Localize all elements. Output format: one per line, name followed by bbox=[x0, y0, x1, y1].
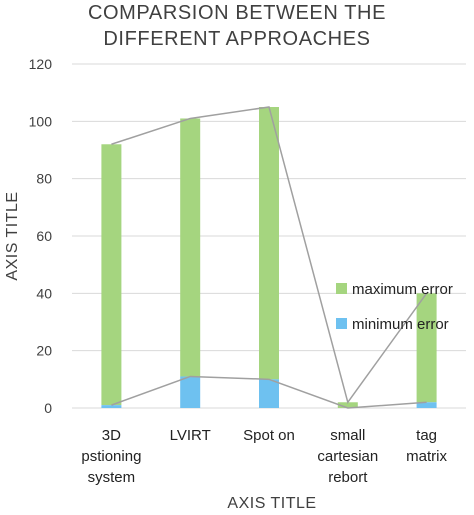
category-label-line: cartesian bbox=[317, 448, 378, 465]
y-tick-label: 0 bbox=[44, 400, 52, 416]
bar-maximum-error bbox=[337, 402, 358, 408]
y-tick-label: 120 bbox=[29, 56, 53, 72]
category-label: Spot on bbox=[243, 427, 295, 444]
series-line-minimum-error bbox=[111, 375, 427, 409]
category-label-line: system bbox=[88, 469, 136, 486]
y-tick-label: 60 bbox=[36, 228, 52, 244]
chart-title-line-1: COMPARSION BETWEEN THE bbox=[87, 2, 387, 24]
chart-title: COMPARSION BETWEEN THE DIFFERENT APPROAC… bbox=[0, 0, 474, 52]
category-label: tag matrix bbox=[406, 427, 447, 465]
category-label-line: tag bbox=[416, 427, 437, 444]
category-label-line: 3D bbox=[102, 427, 121, 444]
category-label-line: pstioning bbox=[81, 448, 141, 465]
bar-minimum-error bbox=[101, 405, 122, 408]
legend-label: minimum error bbox=[352, 316, 449, 333]
y-axis-title: AXIS TITLE bbox=[4, 191, 21, 280]
category-label-line: LVIRT bbox=[170, 427, 211, 444]
x-axis-title: AXIS TITLE bbox=[227, 495, 316, 512]
y-tick-label: 100 bbox=[29, 113, 53, 129]
category-label: 3D pstioning system bbox=[81, 427, 141, 486]
y-tick-label: 20 bbox=[36, 343, 52, 359]
bar-maximum-error bbox=[180, 118, 201, 377]
series-line-maximum-error bbox=[111, 106, 428, 404]
bar-minimum-error bbox=[180, 376, 201, 408]
legend-label: maximum error bbox=[352, 281, 453, 298]
category-label-line: small bbox=[330, 427, 365, 444]
category-label: LVIRT bbox=[170, 427, 211, 444]
legend-swatch bbox=[336, 318, 347, 329]
y-tick-label: 80 bbox=[36, 171, 52, 187]
category-label-line: rebort bbox=[328, 469, 368, 486]
bar-maximum-error bbox=[259, 107, 279, 380]
bar-minimum-error bbox=[259, 379, 279, 408]
chart-title-line-2: DIFFERENT APPROACHES bbox=[103, 28, 371, 50]
category-label-line: matrix bbox=[406, 448, 447, 465]
legend-swatch bbox=[336, 283, 347, 294]
bar-maximum-error bbox=[101, 144, 122, 406]
y-tick-label: 40 bbox=[36, 285, 52, 301]
bar-maximum-error bbox=[416, 293, 437, 403]
category-label-line: Spot on bbox=[243, 427, 295, 444]
category-label: small cartesian rebort bbox=[317, 427, 378, 486]
bar-minimum-error bbox=[416, 402, 437, 408]
